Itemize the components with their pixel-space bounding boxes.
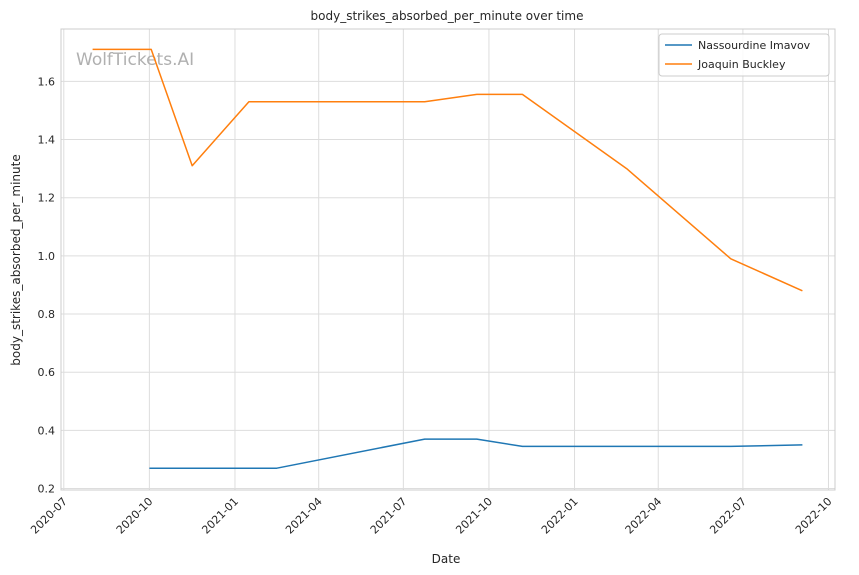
x-tick-label: 2020-07: [28, 495, 70, 537]
x-axis: 2020-07 2020-10 2021-01 2021-04 2021-07 2021-…: [28, 495, 834, 537]
y-tick-label: 0.2: [38, 483, 56, 496]
x-tick-label: 2021-07: [368, 495, 410, 537]
y-tick-label: 1.4: [38, 134, 56, 147]
series-layer: [92, 48, 803, 469]
x-tick-label: 2022-04: [623, 495, 665, 537]
y-tick-label: 1.2: [38, 192, 56, 205]
x-tick-label: 2021-01: [199, 495, 241, 537]
legend-label-imavov: Nassourdine Imavov: [698, 39, 811, 52]
plot-frame: [60, 28, 836, 491]
x-tick-label: 2022-07: [707, 495, 749, 537]
series-line-buckley: [92, 48, 803, 292]
series-line-imavov: [149, 438, 803, 469]
y-tick-label: 0.8: [38, 308, 56, 321]
grid: [61, 29, 835, 490]
legend-label-buckley: Joaquin Buckley: [697, 58, 786, 71]
y-axis-label: body_strikes_absorbed_per_minute: [9, 154, 23, 365]
y-tick-label: 0.6: [38, 366, 56, 379]
x-axis-label: Date: [432, 552, 461, 566]
legend: Nassourdine Imavov Joaquin Buckley: [658, 33, 830, 77]
x-tick-label: 2020-10: [114, 495, 156, 537]
y-tick-label: 1.0: [38, 250, 56, 263]
y-axis: 0.2 0.4 0.6 0.8 1.0 1.2 1.4 1.6: [38, 75, 56, 495]
chart-title: body_strikes_absorbed_per_minute over ti…: [311, 9, 584, 23]
x-tick-label: 2022-01: [539, 495, 581, 537]
x-tick-label: 2021-04: [283, 495, 325, 537]
y-tick-label: 1.6: [38, 75, 56, 88]
x-tick-label: 2021-10: [453, 495, 495, 537]
watermark: WolfTickets.AI: [76, 50, 194, 70]
legend-box: [658, 33, 830, 77]
x-tick-label: 2022-10: [793, 495, 835, 537]
y-tick-label: 0.4: [38, 424, 56, 437]
